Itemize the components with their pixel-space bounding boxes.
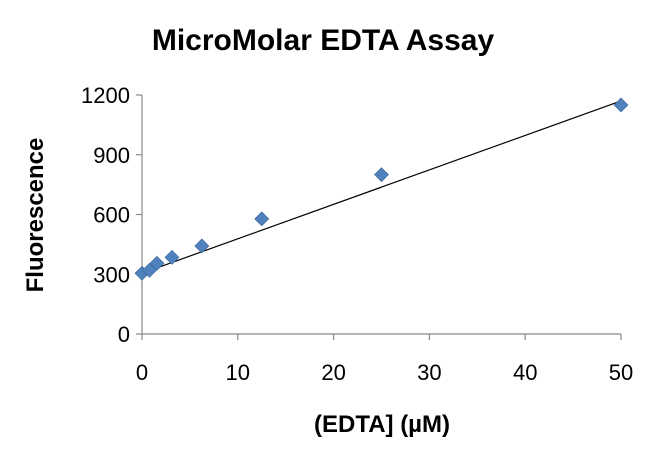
y-tick-label: 1200: [81, 83, 130, 108]
y-tick-label: 300: [93, 262, 130, 287]
y-tick-label: 600: [93, 203, 130, 228]
x-tick-label: 10: [226, 360, 250, 385]
data-point: [613, 97, 629, 113]
chart-title: MicroMolar EDTA Assay: [152, 24, 495, 57]
x-tick-label: 50: [609, 360, 633, 385]
x-axis-label: (EDTA] (µM): [314, 411, 450, 438]
x-tick-label: 20: [321, 360, 345, 385]
plot-area: 0 300 600 900 1200 0 10 20 30 40 50: [81, 83, 633, 385]
data-point: [164, 249, 180, 265]
x-tick-label: 40: [513, 360, 537, 385]
x-tick-label: 30: [417, 360, 441, 385]
data-point: [142, 262, 157, 278]
y-tick-label: 900: [93, 143, 130, 168]
y-axis-label: Fluorescence: [22, 138, 49, 293]
y-tick-label: 0: [118, 322, 130, 347]
x-tick-label: 0: [136, 360, 148, 385]
data-point: [194, 238, 210, 254]
data-point: [254, 211, 270, 227]
data-point: [374, 167, 389, 183]
trendline: [141, 100, 622, 274]
data-point: [149, 255, 165, 271]
